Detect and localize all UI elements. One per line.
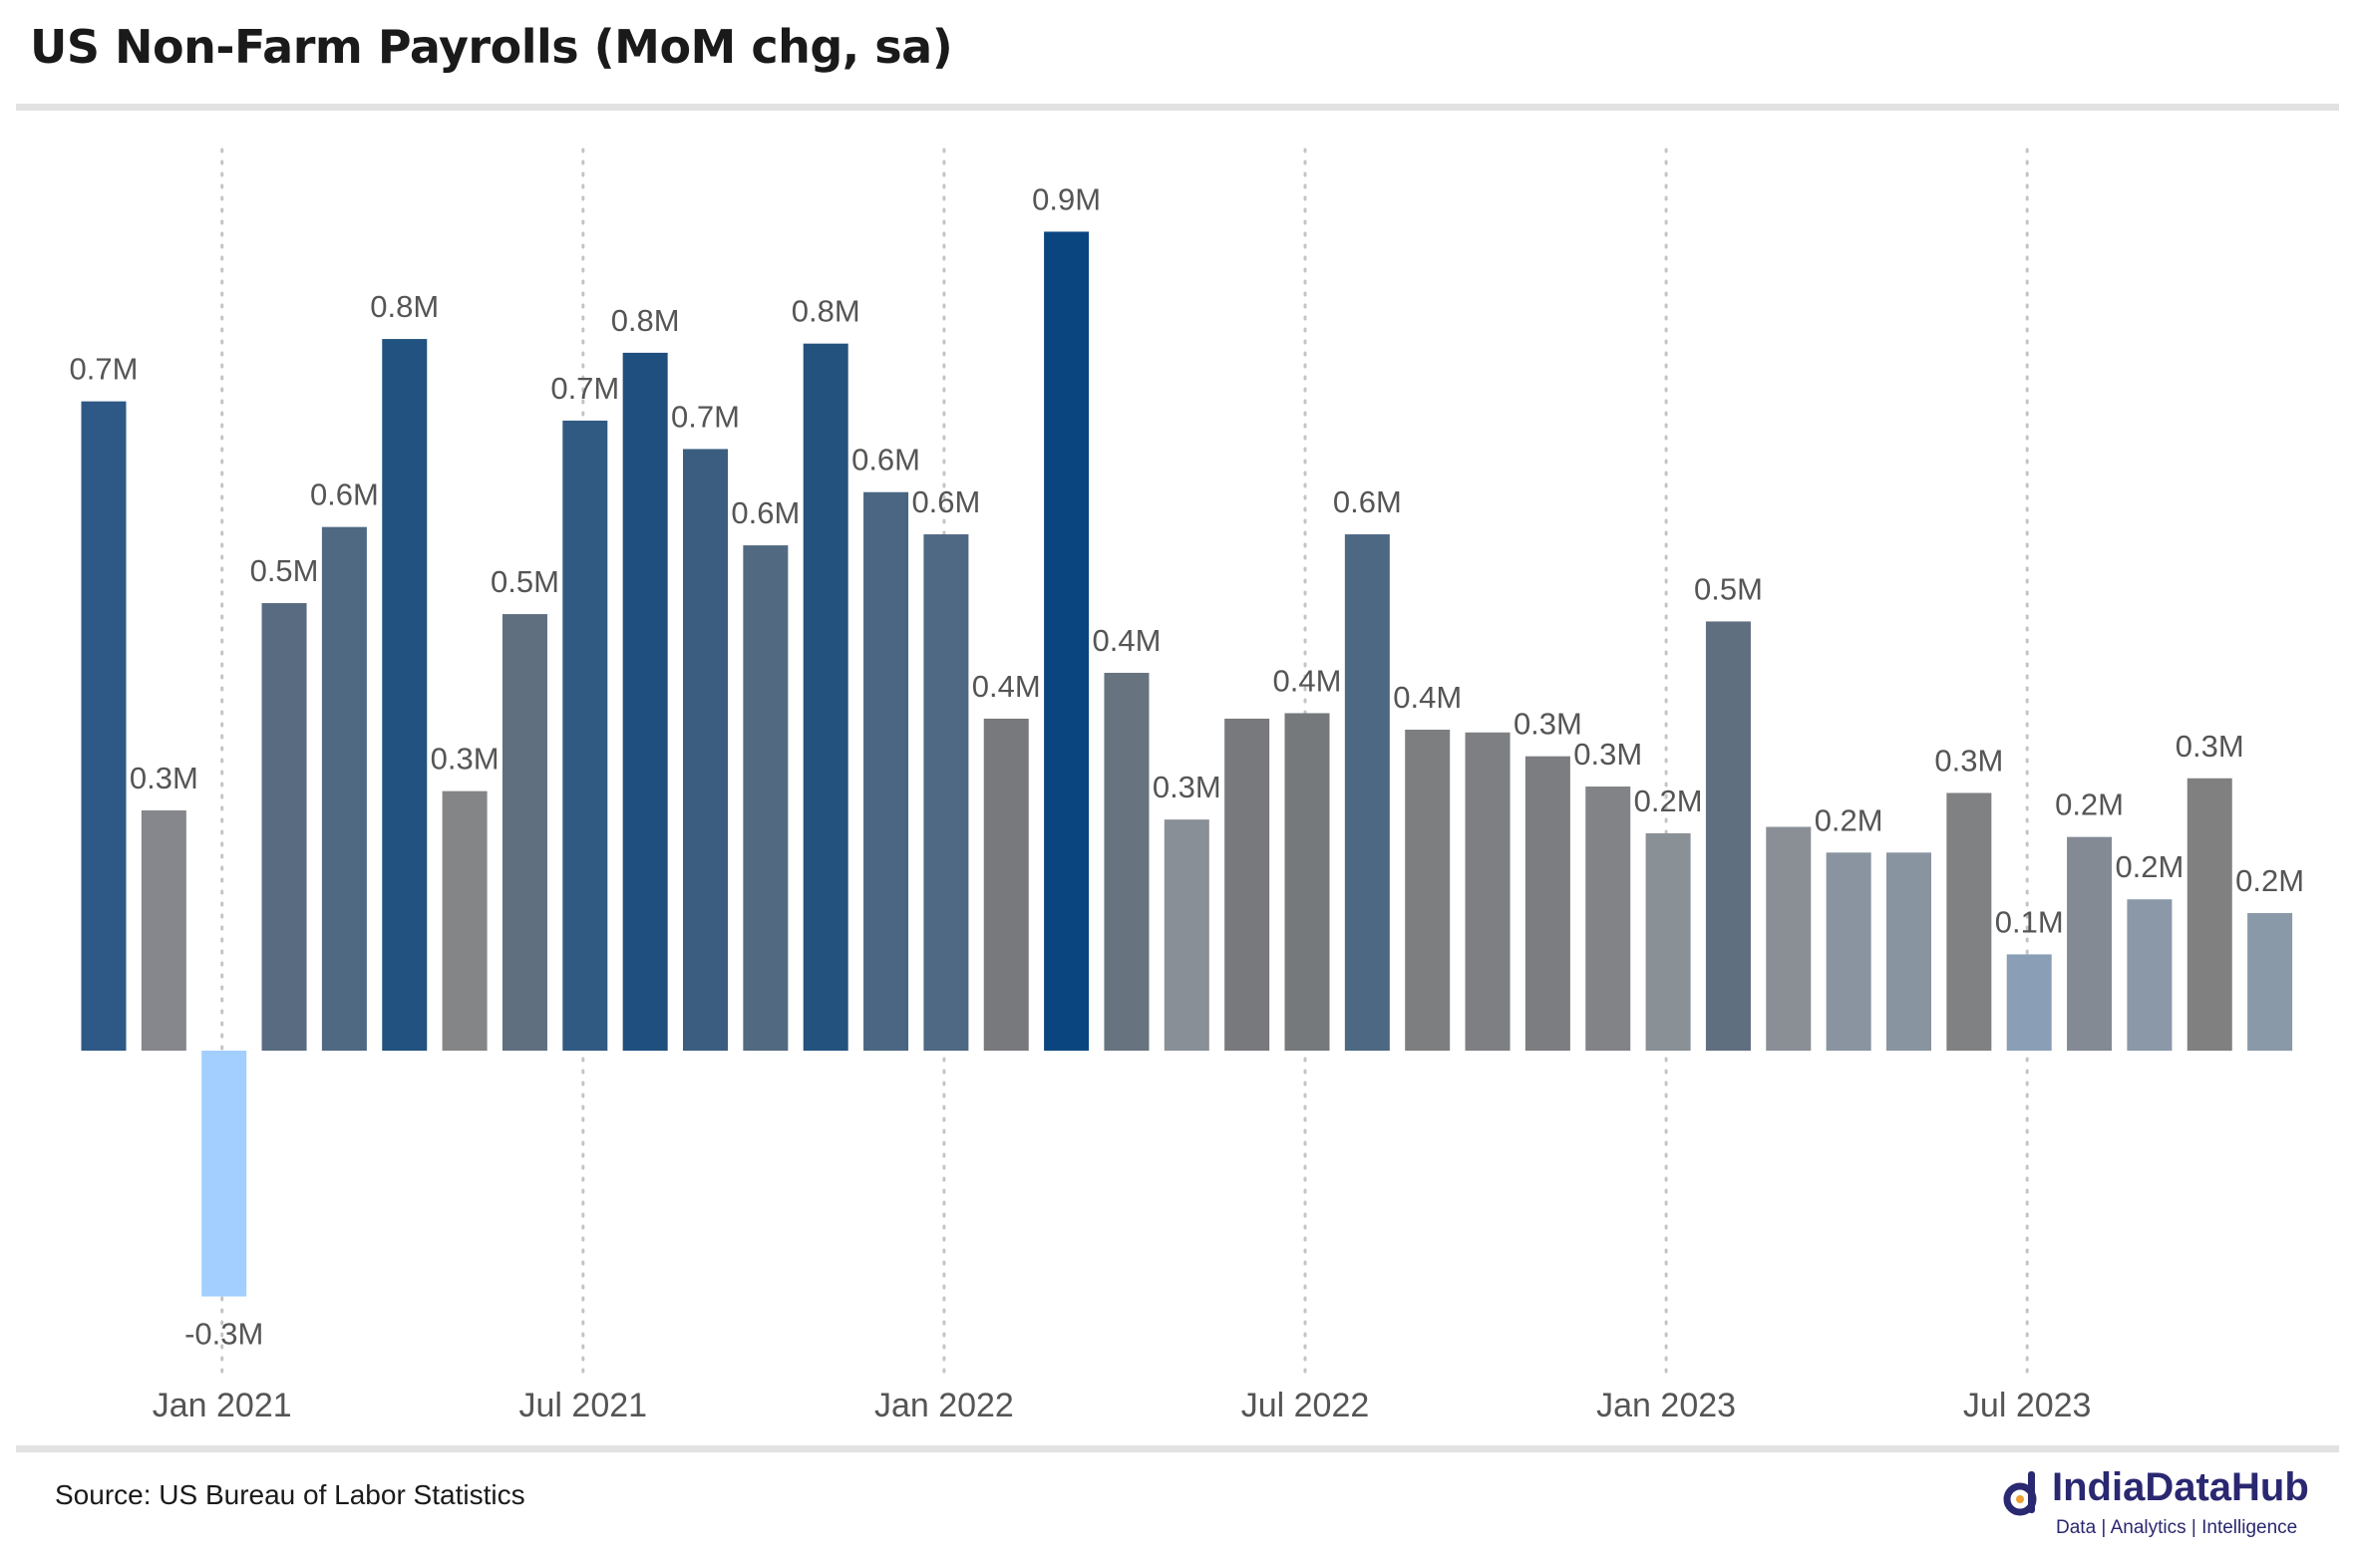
data-label-0: 0.7M xyxy=(70,352,139,387)
x-axis-ticks: Jan 2021 Jul 2021 Jan 2022 Jul 2022 Jan 2023… xyxy=(153,1387,2092,1424)
data-labels: 0.7M 0.3M -0.3M 0.5M 0.6M 0.8M 0.3M 0.5M 0.7M 0.8… xyxy=(70,181,2305,1351)
bar-14[interactable] xyxy=(923,534,969,1051)
data-label-24: 0.3M xyxy=(1514,707,1582,742)
data-label-17: 0.4M xyxy=(1092,623,1161,658)
bar-12[interactable] xyxy=(803,343,848,1051)
brand-name: IndiaDataHub xyxy=(2052,1465,2309,1509)
data-label-25: 0.3M xyxy=(1573,737,1642,772)
bar-15[interactable] xyxy=(983,718,1029,1051)
data-label-29: 0.2M xyxy=(1815,802,1883,837)
bar-27[interactable] xyxy=(1705,621,1751,1051)
data-label-6: 0.3M xyxy=(431,742,500,777)
bar-2[interactable] xyxy=(201,1051,247,1297)
bar-16[interactable] xyxy=(1044,231,1090,1051)
source-note: Source: US Bureau of Labor Statistics xyxy=(55,1479,525,1510)
data-label-26: 0.2M xyxy=(1634,784,1703,818)
data-label-20: 0.4M xyxy=(1273,663,1342,698)
bars xyxy=(81,231,2293,1297)
bar-7[interactable] xyxy=(502,614,547,1051)
data-label-3: 0.5M xyxy=(250,553,319,588)
bar-19[interactable] xyxy=(1224,718,1270,1051)
chart-title: US Non-Farm Payrolls (MoM chg, sa) xyxy=(30,20,953,74)
bar-4[interactable] xyxy=(321,526,367,1051)
bar-3[interactable] xyxy=(261,603,307,1051)
bar-20[interactable] xyxy=(1284,713,1330,1051)
x-tick-label-4: Jan 2023 xyxy=(1596,1387,1736,1424)
data-label-35: 0.3M xyxy=(2176,729,2244,764)
data-label-11: 0.6M xyxy=(731,495,800,530)
bar-6[interactable] xyxy=(442,790,488,1051)
bar-5[interactable] xyxy=(382,339,428,1052)
data-label-9: 0.8M xyxy=(611,303,680,338)
bar-23[interactable] xyxy=(1465,732,1511,1051)
bar-32[interactable] xyxy=(2006,954,2052,1051)
bar-34[interactable] xyxy=(2127,899,2173,1051)
data-label-12: 0.8M xyxy=(792,294,860,329)
data-label-27: 0.5M xyxy=(1694,571,1763,606)
bar-22[interactable] xyxy=(1405,730,1451,1051)
brand-mark-icon xyxy=(2003,1471,2037,1516)
data-label-32: 0.1M xyxy=(1995,904,2064,939)
bar-9[interactable] xyxy=(622,352,668,1051)
bar-0[interactable] xyxy=(81,401,127,1051)
bar-21[interactable] xyxy=(1344,534,1390,1051)
bar-28[interactable] xyxy=(1766,826,1812,1051)
bar-33[interactable] xyxy=(2067,836,2113,1051)
x-tick-label-2: Jan 2022 xyxy=(874,1387,1014,1424)
bar-10[interactable] xyxy=(683,449,728,1052)
data-label-31: 0.3M xyxy=(1934,743,2003,778)
brand-logo: IndiaDataHub Data | Analytics | Intellig… xyxy=(2000,1465,2339,1555)
bar-26[interactable] xyxy=(1645,832,1691,1051)
data-label-10: 0.7M xyxy=(671,399,740,434)
data-label-14: 0.6M xyxy=(911,484,980,519)
top-divider xyxy=(16,104,2339,111)
data-label-2: -0.3M xyxy=(184,1317,263,1352)
data-label-18: 0.3M xyxy=(1153,770,1221,804)
gridlines xyxy=(220,148,2029,1383)
data-label-1: 0.3M xyxy=(130,761,198,795)
bar-30[interactable] xyxy=(1886,852,1931,1051)
data-label-7: 0.5M xyxy=(491,564,559,599)
data-label-34: 0.2M xyxy=(2115,849,2184,884)
bar-8[interactable] xyxy=(562,420,608,1052)
bar-18[interactable] xyxy=(1164,819,1209,1051)
bar-13[interactable] xyxy=(863,491,909,1052)
bar-35[interactable] xyxy=(2187,778,2232,1051)
bar-29[interactable] xyxy=(1826,852,1871,1051)
data-label-33: 0.2M xyxy=(2055,787,2124,822)
data-label-5: 0.8M xyxy=(370,289,439,324)
x-tick-label-0: Jan 2021 xyxy=(153,1387,292,1424)
x-tick-label-3: Jul 2022 xyxy=(1241,1387,1370,1424)
brand-tagline: Data | Analytics | Intelligence xyxy=(2056,1517,2298,1538)
bar-25[interactable] xyxy=(1585,786,1631,1051)
data-label-13: 0.6M xyxy=(851,443,920,477)
bar-36[interactable] xyxy=(2247,913,2293,1051)
data-label-16: 0.9M xyxy=(1032,181,1101,216)
bottom-divider xyxy=(16,1445,2339,1452)
x-tick-label-5: Jul 2023 xyxy=(1963,1387,2092,1424)
data-label-15: 0.4M xyxy=(972,669,1041,704)
bar-24[interactable] xyxy=(1524,756,1570,1051)
bar-31[interactable] xyxy=(1946,792,1992,1051)
data-label-36: 0.2M xyxy=(2235,863,2304,898)
data-label-21: 0.6M xyxy=(1333,484,1402,519)
bar-1[interactable] xyxy=(141,809,186,1051)
data-label-22: 0.4M xyxy=(1393,680,1462,715)
x-tick-label-1: Jul 2021 xyxy=(519,1387,648,1424)
payrolls-bar-chart: 0.7M 0.3M -0.3M 0.5M 0.6M 0.8M 0.3M 0.5M 0.7M 0.8… xyxy=(70,148,2305,1424)
data-label-4: 0.6M xyxy=(310,477,379,512)
data-label-8: 0.7M xyxy=(550,371,619,406)
bar-11[interactable] xyxy=(743,545,789,1051)
bar-17[interactable] xyxy=(1104,672,1150,1051)
